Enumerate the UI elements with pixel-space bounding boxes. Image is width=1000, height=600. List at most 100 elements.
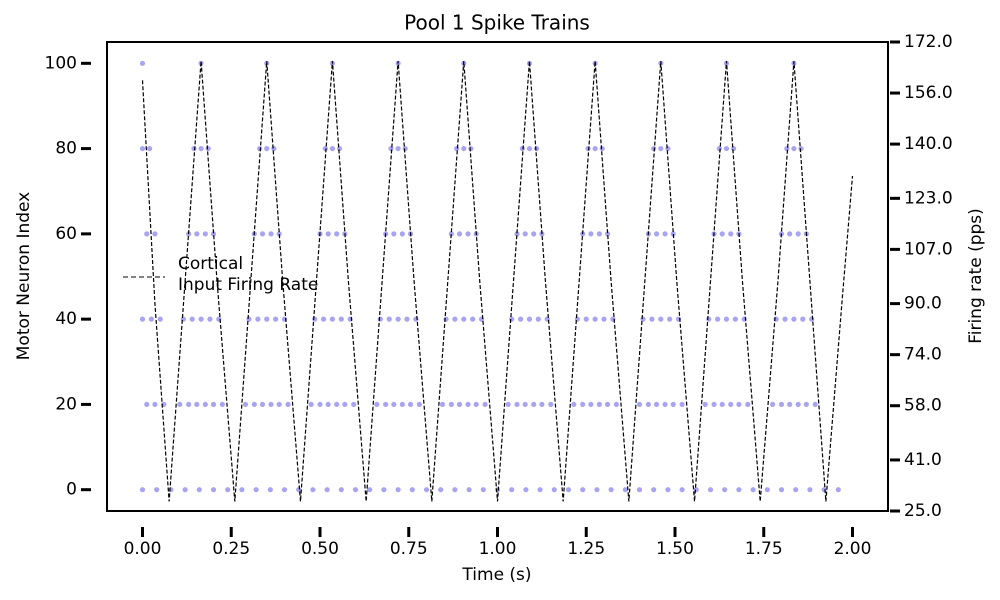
spike <box>268 231 274 237</box>
spike <box>276 401 282 408</box>
spike <box>404 316 410 322</box>
spike <box>367 487 373 493</box>
spike <box>523 487 529 493</box>
spike <box>351 401 357 408</box>
spike <box>803 401 809 408</box>
spike <box>736 401 742 408</box>
spike <box>662 231 668 237</box>
spike <box>585 145 591 152</box>
spike <box>338 487 344 493</box>
spike <box>580 401 586 408</box>
spike <box>334 401 340 408</box>
spike <box>461 316 467 322</box>
spike <box>728 401 734 408</box>
spike <box>649 316 655 322</box>
spike <box>693 487 699 493</box>
spike <box>470 316 476 322</box>
y2-axis-label: Firing rate (pps) <box>966 208 986 344</box>
y-tick-label: 0 <box>66 480 77 500</box>
y2-tick-label: 172.0 <box>904 32 953 52</box>
spike <box>473 401 479 408</box>
spike <box>466 487 472 493</box>
spike <box>186 401 192 408</box>
spike <box>715 316 721 322</box>
y2-tick-label: 107.0 <box>904 239 953 259</box>
spike <box>764 487 770 493</box>
spike <box>194 401 200 408</box>
spike <box>784 145 790 152</box>
spike <box>604 231 611 237</box>
spike <box>310 487 316 493</box>
spike <box>519 145 525 152</box>
spike <box>608 487 614 493</box>
spike <box>795 231 801 237</box>
spike <box>271 145 277 152</box>
spike <box>448 231 454 237</box>
spike <box>770 401 776 408</box>
y-tick-label: 100 <box>45 53 77 73</box>
spike <box>144 401 150 408</box>
spike <box>334 231 340 237</box>
spike <box>322 145 328 152</box>
spike <box>205 145 211 152</box>
spike <box>782 316 788 322</box>
spike <box>338 316 344 322</box>
spike <box>480 487 486 493</box>
spike <box>198 145 204 152</box>
spike <box>273 316 279 322</box>
spike <box>196 487 202 493</box>
spike <box>665 145 671 152</box>
spike <box>791 316 797 322</box>
spike <box>264 145 270 152</box>
spike <box>548 401 554 408</box>
spike <box>395 316 401 322</box>
spike <box>622 487 628 493</box>
spike <box>522 231 528 237</box>
spike <box>191 145 197 152</box>
spike <box>592 145 598 152</box>
spike <box>640 316 646 322</box>
spike <box>670 231 676 237</box>
spike <box>526 316 533 322</box>
y2-tick-label: 58.0 <box>904 396 942 416</box>
spike <box>182 487 188 493</box>
spike <box>679 401 685 408</box>
spike <box>791 145 797 152</box>
spike <box>139 487 146 493</box>
spike <box>535 316 541 322</box>
spike <box>526 145 533 152</box>
spike <box>601 316 607 322</box>
spike <box>312 316 318 322</box>
spike <box>551 487 557 493</box>
spike <box>399 231 405 237</box>
spike <box>651 145 657 152</box>
spike <box>482 401 488 408</box>
spike <box>285 401 291 408</box>
spike <box>574 316 580 322</box>
spike <box>267 487 273 493</box>
spike <box>268 401 274 408</box>
x-tick-label: 1.50 <box>656 539 694 559</box>
spike <box>377 316 383 322</box>
spike <box>613 401 620 408</box>
spike <box>329 145 336 152</box>
spike <box>154 487 160 493</box>
spike <box>452 487 458 493</box>
spike <box>139 145 146 152</box>
spike <box>264 316 270 322</box>
spike <box>679 487 685 493</box>
spike <box>730 145 737 152</box>
spike <box>787 401 793 408</box>
spike <box>407 401 414 408</box>
spike <box>225 487 231 493</box>
spike <box>395 487 401 493</box>
spike <box>324 487 330 493</box>
spike <box>259 231 266 237</box>
spike <box>531 401 537 408</box>
spike <box>665 487 671 493</box>
spike <box>461 145 467 152</box>
spike <box>239 487 245 493</box>
spike <box>596 231 602 237</box>
spike <box>257 145 263 152</box>
